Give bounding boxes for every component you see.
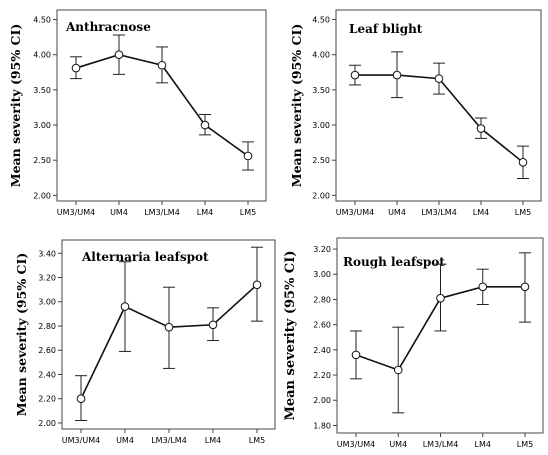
y-tick-label: 3.00: [38, 298, 56, 307]
y-tick-label: 3.00: [312, 121, 330, 130]
y-tick-label: 4.50: [312, 16, 330, 25]
x-tick-label: UM4: [389, 440, 407, 449]
x-tick-label: UM4: [388, 208, 406, 217]
mean-point: [76, 394, 86, 404]
y-tick-label: 2.80: [313, 295, 331, 304]
x-tick-label: LM3/LM4: [144, 208, 180, 217]
y-tick-label: 3.40: [38, 249, 56, 258]
y-tick-label: 3.00: [313, 270, 331, 279]
y-tick-label: 2.20: [313, 371, 331, 380]
y-tick-label: 4.00: [33, 51, 51, 60]
y-tick-label: 2.00: [312, 191, 330, 200]
y-axis-label: Mean severity (95% CI): [283, 250, 298, 420]
x-tick-label: UM4: [110, 208, 128, 217]
chart-panel-1: Mean severity (95% CI) Anthracnose 2.00 2.5…: [8, 9, 267, 217]
chart-title: Rough leafspot: [343, 255, 445, 269]
y-tick-label: 2.50: [33, 156, 51, 165]
x-tick-label: UM3/UM4: [57, 208, 95, 217]
x-tick-label: LM3/LM4: [151, 436, 187, 445]
mean-point: [350, 70, 360, 80]
mean-point: [520, 282, 530, 292]
mean-point: [71, 63, 81, 73]
y-tick-label: 4.00: [312, 51, 330, 60]
x-tick-label: UM3/UM4: [337, 440, 375, 449]
y-axis-label: Mean severity (95% CI): [289, 24, 304, 188]
y-tick-label: 3.20: [38, 274, 56, 283]
x-tick-label: LM5: [249, 436, 265, 445]
x-tick-label: LM4: [197, 208, 213, 217]
y-axis-label: Mean severity (95% CI): [14, 253, 29, 417]
mean-point: [436, 293, 445, 303]
x-tick-label: LM5: [517, 440, 533, 449]
chart-panel-2: Mean severity (95% CI) Leaf blight 2.00 2.5…: [289, 9, 542, 217]
y-tick-label: 2.00: [313, 396, 331, 405]
mean-point: [157, 60, 167, 70]
x-tick-label: UM4: [116, 436, 134, 445]
y-tick-label: 2.60: [313, 321, 331, 330]
mean-point: [164, 322, 174, 332]
mean-point: [243, 151, 253, 161]
x-tick-label: LM4: [205, 436, 221, 445]
mean-point: [252, 280, 262, 290]
mean-point: [392, 70, 402, 80]
x-tick-label: UM3/UM4: [62, 436, 100, 445]
mean-point: [518, 158, 528, 167]
x-tick-label: LM5: [515, 208, 531, 217]
chart-title: Leaf blight: [349, 22, 423, 36]
y-tick-label: 2.40: [313, 346, 331, 355]
mean-point: [478, 282, 488, 292]
y-tick-label: 1.80: [313, 421, 331, 430]
y-tick-label: 4.50: [33, 16, 51, 25]
plot-frame: [335, 9, 542, 202]
y-tick-label: 2.40: [38, 370, 56, 379]
mean-point: [208, 320, 218, 330]
mean-point: [393, 365, 403, 375]
chart-title: Anthracnose: [65, 20, 151, 34]
y-tick-label: 3.00: [33, 121, 51, 130]
chart-panel-4: Mean severity (95% CI) Rough leafspot 1.80…: [283, 237, 544, 449]
mean-point: [114, 50, 124, 59]
mean-point: [120, 302, 130, 311]
x-tick-label: LM3/LM4: [421, 208, 457, 217]
chart-title: Alternaria leafspot: [81, 250, 209, 264]
x-tick-label: LM4: [473, 208, 489, 217]
y-tick-label: 2.20: [38, 395, 56, 404]
x-tick-label: LM5: [240, 208, 256, 217]
plot-frame: [56, 9, 267, 202]
y-tick-label: 2.00: [38, 419, 56, 428]
x-tick-label: LM3/LM4: [423, 440, 459, 449]
x-tick-label: LM4: [475, 440, 491, 449]
y-tick-label: 3.20: [313, 245, 331, 254]
x-tick-label: UM3/UM4: [336, 208, 374, 217]
y-tick-label: 2.00: [33, 191, 51, 200]
mean-point: [200, 120, 210, 130]
y-axis-label: Mean severity (95% CI): [8, 24, 23, 188]
mean-point: [434, 74, 444, 83]
y-tick-label: 2.50: [312, 156, 330, 165]
y-tick-label: 2.60: [38, 346, 56, 355]
y-tick-label: 2.80: [38, 322, 56, 331]
y-tick-label: 3.50: [312, 86, 330, 95]
chart-panel-3: Mean severity (95% CI) Alternaria leafspo…: [14, 239, 276, 445]
mean-point: [476, 124, 486, 133]
y-tick-label: 3.50: [33, 86, 51, 95]
mean-point: [351, 350, 361, 360]
